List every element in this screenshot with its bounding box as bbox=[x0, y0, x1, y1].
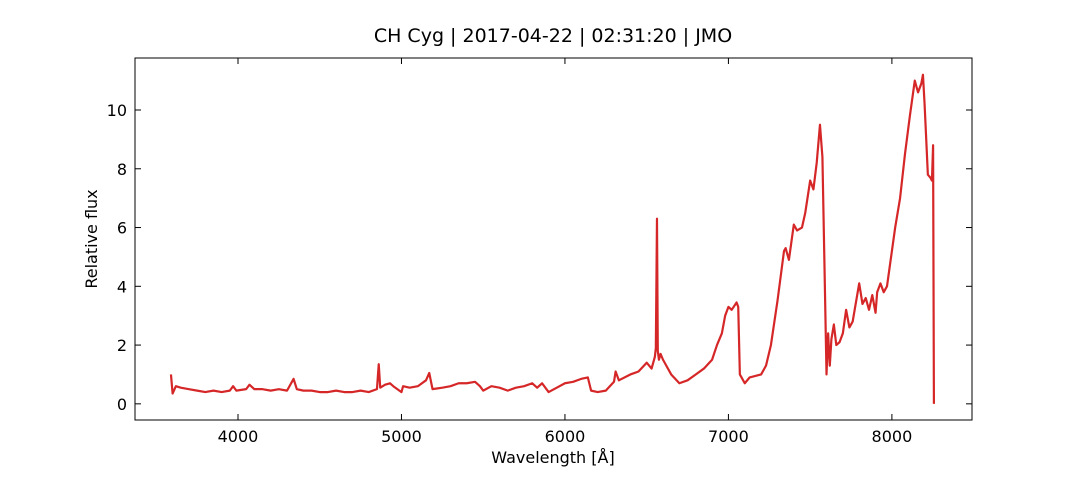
y-tick-label: 10 bbox=[107, 101, 127, 120]
x-tick-label: 8000 bbox=[872, 427, 913, 446]
x-tick-label: 7000 bbox=[708, 427, 749, 446]
spectrum-line bbox=[169, 73, 936, 404]
y-tick-label: 6 bbox=[117, 219, 127, 238]
x-tick-label: 6000 bbox=[545, 427, 586, 446]
x-axis-label: Wavelength [Å] bbox=[491, 448, 614, 467]
y-tick-label: 2 bbox=[117, 336, 127, 355]
y-tick-label: 0 bbox=[117, 395, 127, 414]
x-tick-label: 5000 bbox=[381, 427, 422, 446]
plot-frame bbox=[134, 57, 973, 421]
y-tick-label: 4 bbox=[117, 277, 127, 296]
chart-title: CH Cyg | 2017-04-22 | 02:31:20 | JMO bbox=[374, 25, 732, 47]
y-axis-label: Relative flux bbox=[82, 189, 101, 288]
x-tick-label: 4000 bbox=[218, 427, 259, 446]
y-tick-label: 8 bbox=[117, 160, 127, 179]
